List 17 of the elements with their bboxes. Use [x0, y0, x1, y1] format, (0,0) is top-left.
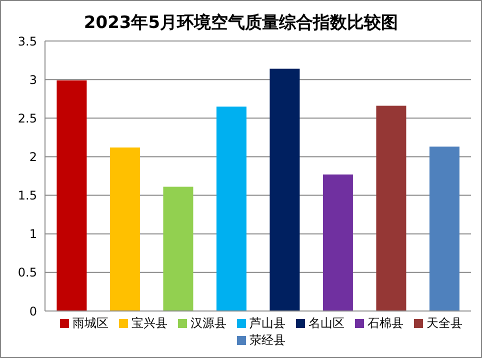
- legend-label: 雨城区: [72, 316, 108, 330]
- legend-label: 天全县: [426, 316, 462, 330]
- y-tick-label: 0: [29, 304, 37, 318]
- y-tick-label: 2.5: [18, 111, 37, 126]
- legend-label: 荥经县: [250, 333, 286, 347]
- legend-label: 石棉县: [368, 316, 404, 330]
- legend-label: 宝兴县: [132, 316, 168, 330]
- y-tick-label: 1: [29, 227, 37, 242]
- y-tick-label: 3: [29, 72, 37, 87]
- y-tick-label: 1.5: [18, 188, 37, 203]
- legend-label: 芦山县: [250, 316, 286, 330]
- legend-label: 名山区: [308, 316, 344, 330]
- y-tick-label: 2: [29, 150, 37, 164]
- chart-title: 2023年5月环境空气质量综合指数比较图: [82, 12, 400, 35]
- y-tick-label: 3.5: [18, 34, 37, 48]
- legend-label: 汉源县: [190, 316, 226, 330]
- y-tick-label: 0.5: [18, 266, 37, 280]
